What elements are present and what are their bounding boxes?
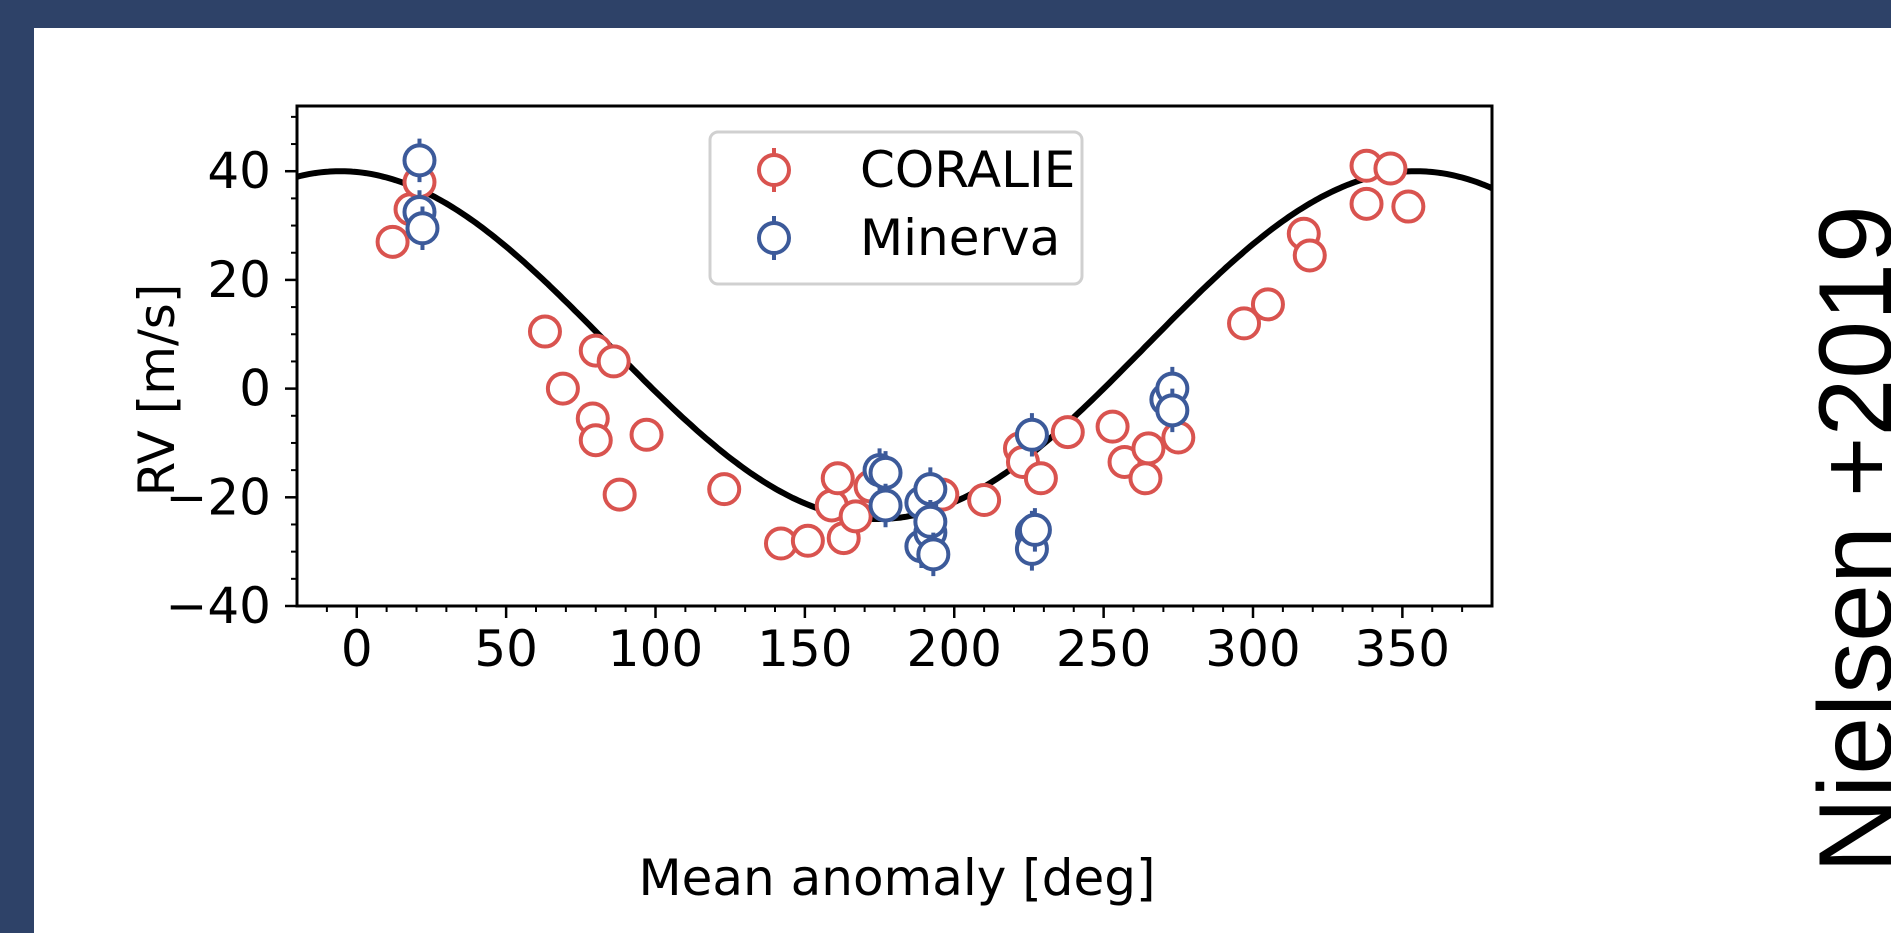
data-point-coralie-28: [1131, 431, 1166, 466]
axes-layer: 0 50 100 150 200 250 300 350 −40 −20 0 20 40: [165, 104, 1494, 678]
data-point-coralie-34: [1349, 186, 1384, 221]
data-point-coralie-0: [375, 224, 410, 259]
data-point-minerva-15: [1017, 508, 1052, 552]
data-point-coralie-27: [1128, 461, 1163, 496]
x-tick-label: 250: [1056, 620, 1151, 678]
point-marker: [578, 423, 613, 458]
point-marker: [967, 483, 1002, 518]
legend: CORALIE Minerva: [708, 130, 1084, 286]
legend-box: [708, 130, 1084, 286]
point-marker: [913, 504, 948, 539]
data-point-coralie-31: [1250, 287, 1285, 322]
point-marker: [1373, 151, 1408, 186]
legend-label-minerva: Minerva: [860, 209, 1060, 267]
point-marker: [1292, 238, 1327, 273]
point-marker: [527, 314, 562, 349]
point-marker: [1349, 186, 1384, 221]
data-point-minerva-0: [402, 138, 437, 183]
data-point-coralie-25: [1095, 409, 1130, 444]
point-marker: [1017, 512, 1052, 547]
slide-panel: 0 50 100 150 200 250 300 350 −40 −20 0 20 40 CORALIE…: [34, 28, 1891, 933]
x-tick-label: 0: [341, 620, 373, 678]
data-point-coralie-37: [1391, 189, 1426, 224]
point-marker: [820, 461, 855, 496]
x-tick-label: 300: [1205, 620, 1300, 678]
data-point-coralie-10: [629, 417, 664, 452]
point-marker: [1050, 415, 1085, 450]
y-tick-label: 40: [207, 142, 271, 200]
data-point-coralie-4: [545, 371, 580, 406]
point-marker: [596, 344, 631, 379]
y-tick-label: 20: [207, 251, 271, 309]
point-marker: [405, 211, 440, 246]
x-tick-label: 100: [608, 620, 703, 678]
x-tick-label: 350: [1355, 620, 1450, 678]
x-tick-label: 150: [757, 620, 852, 678]
data-point-coralie-20: [967, 483, 1002, 518]
data-point-minerva-2: [405, 206, 440, 251]
legend-marker-coralie: [757, 153, 791, 187]
point-marker: [1095, 409, 1130, 444]
point-marker: [1131, 431, 1166, 466]
data-point-coralie-24: [1050, 415, 1085, 450]
rv-chart: 0 50 100 150 200 250 300 350 −40 −20 0 20 40 CORALIE…: [128, 104, 1494, 907]
data-point-minerva-18: [1155, 388, 1190, 433]
point-marker: [913, 472, 948, 507]
point-marker: [790, 523, 825, 558]
legend-marker-minerva: [757, 221, 791, 255]
point-marker: [1227, 306, 1262, 341]
y-axis-label: RV [m/s]: [128, 284, 186, 497]
y-tick-label: 0: [239, 360, 271, 418]
data-point-coralie-9: [602, 477, 637, 512]
point-marker: [1128, 461, 1163, 496]
x-tick-label: 200: [907, 620, 1002, 678]
point-marker: [916, 537, 951, 572]
point-marker: [1023, 461, 1058, 496]
point-marker: [602, 477, 637, 512]
data-point-coralie-33: [1292, 238, 1327, 273]
x-tick-label: 50: [474, 620, 538, 678]
legend-label-coralie: CORALIE: [860, 141, 1075, 199]
data-point-minerva-5: [868, 483, 903, 528]
data-point-coralie-30: [1227, 306, 1262, 341]
data-point-minerva-11: [916, 532, 951, 577]
y-tick-label: −40: [165, 577, 271, 635]
point-marker: [1391, 189, 1426, 224]
point-marker: [375, 224, 410, 259]
x-axis-label: Mean anomaly [deg]: [638, 849, 1155, 907]
y-tick-label: −20: [165, 468, 271, 526]
data-point-coralie-13: [790, 523, 825, 558]
data-point-minerva-10: [913, 500, 948, 544]
point-marker: [1014, 417, 1049, 452]
data-point-coralie-17: [838, 499, 873, 534]
point-marker: [402, 143, 437, 178]
point-marker: [545, 371, 580, 406]
data-point-coralie-23: [1023, 461, 1058, 496]
data-point-coralie-15: [820, 461, 855, 496]
data-point-coralie-8: [596, 344, 631, 379]
point-marker: [1161, 420, 1196, 455]
data-point-minerva-12: [1014, 413, 1049, 457]
side-caption: Nielsen +2019: [1798, 205, 1891, 873]
point-marker: [868, 455, 903, 490]
data-point-coralie-3: [527, 314, 562, 349]
data-point-coralie-6: [578, 423, 613, 458]
point-marker: [838, 499, 873, 534]
point-marker: [1250, 287, 1285, 322]
point-marker: [868, 488, 903, 523]
point-marker: [1155, 393, 1190, 428]
point-marker: [707, 472, 742, 507]
marks-layer: [375, 138, 1426, 577]
data-point-coralie-36: [1373, 151, 1408, 186]
data-point-coralie-11: [707, 472, 742, 507]
point-marker: [629, 417, 664, 452]
